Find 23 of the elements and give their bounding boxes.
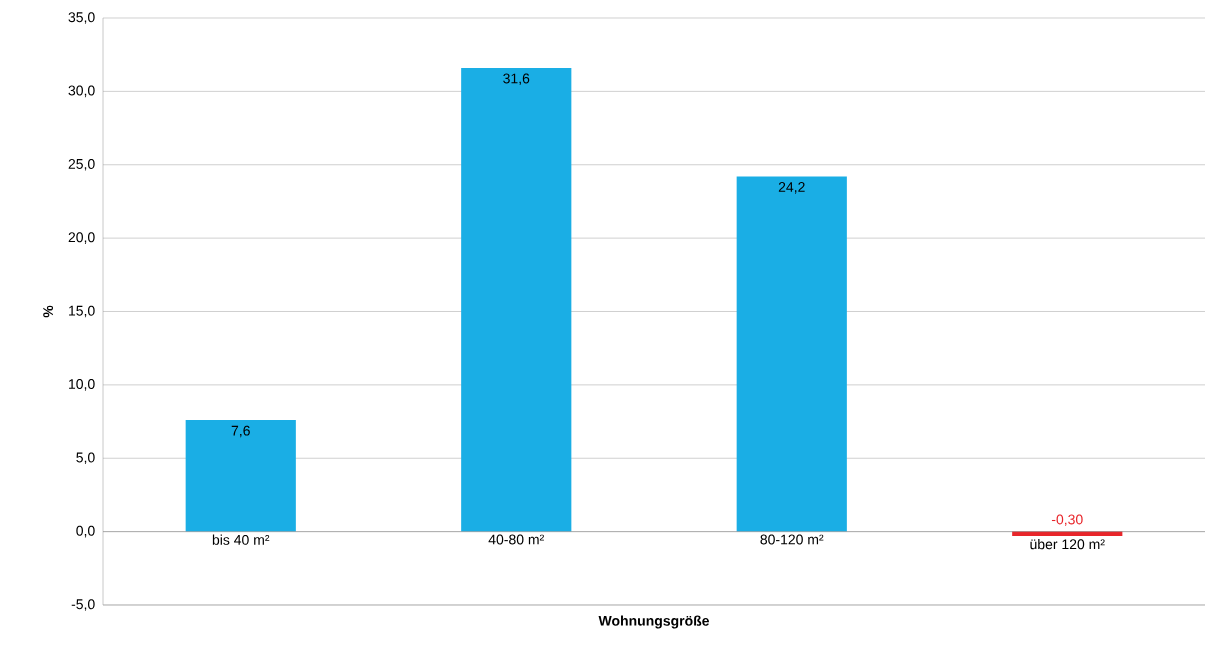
y-tick-label: 5,0 xyxy=(76,452,95,465)
data-label: 24,2 xyxy=(778,182,805,194)
x-axis-title: Wohnungsgröße xyxy=(598,615,710,629)
x-tick-label: bis 40 m² xyxy=(212,534,270,545)
y-tick-label: 25,0 xyxy=(68,158,95,171)
data-label: 7,6 xyxy=(231,425,250,438)
y-tick-label: 35,0 xyxy=(68,12,95,24)
y-tick-label: 15,0 xyxy=(69,305,95,318)
bar xyxy=(736,176,847,532)
bar xyxy=(185,420,296,532)
data-label: 31,6 xyxy=(503,73,530,86)
y-axis-title: % xyxy=(43,305,54,318)
bar xyxy=(461,67,572,532)
y-tick-label: 20,0 xyxy=(68,232,95,244)
x-tick-label: 40-80 m² xyxy=(488,534,544,545)
y-tick-label: 0,0 xyxy=(76,525,95,538)
data-label: -0,30 xyxy=(1051,514,1083,527)
y-tick-label: 10,0 xyxy=(69,379,95,391)
y-tick-label: -5,0 xyxy=(71,599,95,611)
x-tick-label: 80-120 m² xyxy=(760,534,824,545)
bar xyxy=(1012,531,1123,537)
x-tick-label: über 120 m² xyxy=(1030,538,1105,550)
y-tick-label: 30,0 xyxy=(68,85,95,98)
